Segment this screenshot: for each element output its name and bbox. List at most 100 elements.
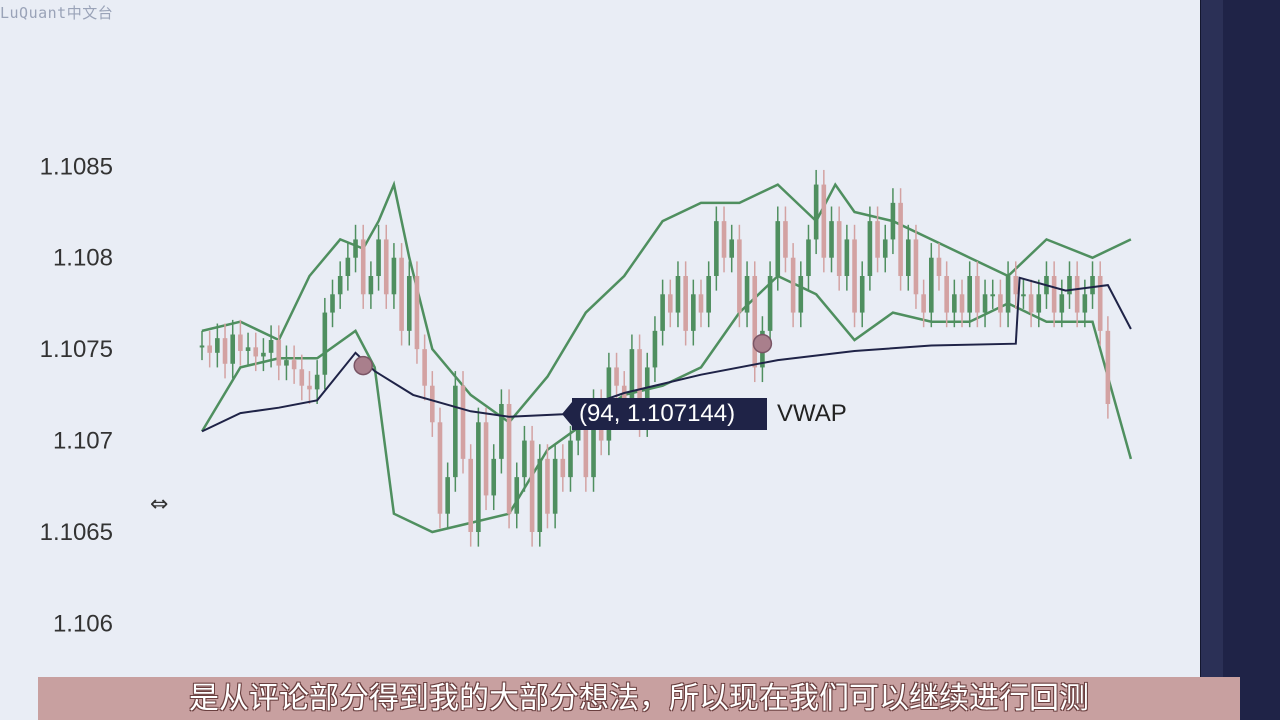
candle-body[interactable] <box>284 360 289 366</box>
candle-body[interactable] <box>929 257 934 313</box>
candle-body[interactable] <box>829 221 834 258</box>
panel-edge[interactable] <box>1200 0 1223 720</box>
candle-body[interactable] <box>982 294 988 313</box>
candle-body[interactable] <box>591 404 596 478</box>
candle-body[interactable] <box>199 345 205 348</box>
candle-body[interactable] <box>430 385 435 423</box>
candle-body[interactable] <box>952 294 957 313</box>
candle-body[interactable] <box>783 221 788 258</box>
candle-body[interactable] <box>391 257 397 295</box>
candle-body[interactable] <box>882 239 888 258</box>
candle-body[interactable] <box>222 338 228 364</box>
candle-body[interactable] <box>522 440 527 478</box>
candle-body[interactable] <box>529 440 535 532</box>
candle-body[interactable] <box>468 458 473 532</box>
candle-body[interactable] <box>737 239 742 313</box>
candle-body[interactable] <box>261 352 266 357</box>
candle-body[interactable] <box>483 422 489 496</box>
candle-body[interactable] <box>245 347 251 351</box>
candle-body[interactable] <box>575 422 581 441</box>
candle-body[interactable] <box>1067 276 1072 295</box>
candle-body[interactable] <box>230 334 236 364</box>
candle-body[interactable] <box>1059 294 1065 313</box>
candle-body[interactable] <box>614 367 619 386</box>
candle-body[interactable] <box>806 239 811 276</box>
candle-body[interactable] <box>399 257 404 331</box>
candle-body[interactable] <box>476 422 481 532</box>
candle-body[interactable] <box>859 276 865 313</box>
candle-body[interactable] <box>944 276 949 313</box>
candle-body[interactable] <box>1105 330 1111 404</box>
candle-body[interactable] <box>1021 294 1026 297</box>
candle-body[interactable] <box>921 294 926 313</box>
candle-body[interactable] <box>660 294 665 331</box>
candle-body[interactable] <box>721 221 727 258</box>
candle-body[interactable] <box>905 239 911 276</box>
candle-body[interactable] <box>545 458 550 514</box>
candles[interactable] <box>199 169 1111 547</box>
candle-body[interactable] <box>652 330 658 368</box>
candle-body[interactable] <box>852 239 857 313</box>
candle-body[interactable] <box>767 276 773 331</box>
candle-body[interactable] <box>1082 294 1088 313</box>
candle-body[interactable] <box>345 257 351 276</box>
candle-body[interactable] <box>898 202 903 276</box>
candle-body[interactable] <box>890 202 896 240</box>
candle-body[interactable] <box>1097 276 1103 331</box>
candle-body[interactable] <box>422 349 427 386</box>
candle-body[interactable] <box>714 221 719 276</box>
candle-body[interactable] <box>683 276 688 331</box>
candle-body[interactable] <box>1074 276 1080 313</box>
candle-body[interactable] <box>291 360 297 370</box>
candle-body[interactable] <box>744 276 750 313</box>
candle-body[interactable] <box>491 458 497 496</box>
candle-body[interactable] <box>537 458 543 532</box>
candle-body[interactable] <box>253 347 259 357</box>
candle-body[interactable] <box>453 385 458 478</box>
candle-body[interactable] <box>913 239 919 295</box>
candle-body[interactable] <box>215 338 220 353</box>
candle-body[interactable] <box>629 349 635 404</box>
candle-body[interactable] <box>729 239 735 258</box>
candle-body[interactable] <box>1028 294 1034 313</box>
candle-body[interactable] <box>330 294 335 313</box>
candle-body[interactable] <box>560 458 566 478</box>
candle-body[interactable] <box>337 276 343 295</box>
candle-body[interactable] <box>675 276 681 313</box>
candle-body[interactable] <box>307 385 312 390</box>
candle-body[interactable] <box>836 221 842 276</box>
candle-body[interactable] <box>821 184 827 258</box>
candle-body[interactable] <box>1005 276 1011 313</box>
candle-body[interactable] <box>460 385 466 459</box>
candle-body[interactable] <box>698 294 704 313</box>
candle-body[interactable] <box>353 239 358 258</box>
candle-body[interactable] <box>1036 294 1042 313</box>
candle-body[interactable] <box>959 294 965 313</box>
candle-body[interactable] <box>506 404 512 514</box>
candle-body[interactable] <box>238 334 243 351</box>
candle-body[interactable] <box>1013 276 1019 295</box>
candle-body[interactable] <box>376 239 381 276</box>
candle-body[interactable] <box>552 458 558 514</box>
candle-body[interactable] <box>406 276 412 331</box>
candle-body[interactable] <box>207 345 212 353</box>
candle-body[interactable] <box>276 340 282 366</box>
candle-body[interactable] <box>936 257 942 276</box>
candle-body[interactable] <box>445 477 450 514</box>
candle-body[interactable] <box>867 221 873 276</box>
candle-body[interactable] <box>583 422 589 478</box>
candle-body[interactable] <box>875 221 880 258</box>
candle-body[interactable] <box>844 239 850 276</box>
candle-body[interactable] <box>1051 276 1057 313</box>
price-chart[interactable]: 1.1085 1.108 1.1075 1.107 1.1065 1.106 (94, 1… <box>0 0 1200 680</box>
candle-body[interactable] <box>798 276 804 313</box>
candle-body[interactable] <box>514 477 520 514</box>
candle-body[interactable] <box>637 349 642 423</box>
candle-body[interactable] <box>967 276 972 313</box>
candle-body[interactable] <box>322 312 328 375</box>
candle-body[interactable] <box>790 257 796 313</box>
candle-body[interactable] <box>813 184 819 240</box>
horizontal-resize-icon[interactable]: ⇔ <box>150 492 169 517</box>
candle-body[interactable] <box>621 385 627 404</box>
candle-body[interactable] <box>314 374 320 390</box>
